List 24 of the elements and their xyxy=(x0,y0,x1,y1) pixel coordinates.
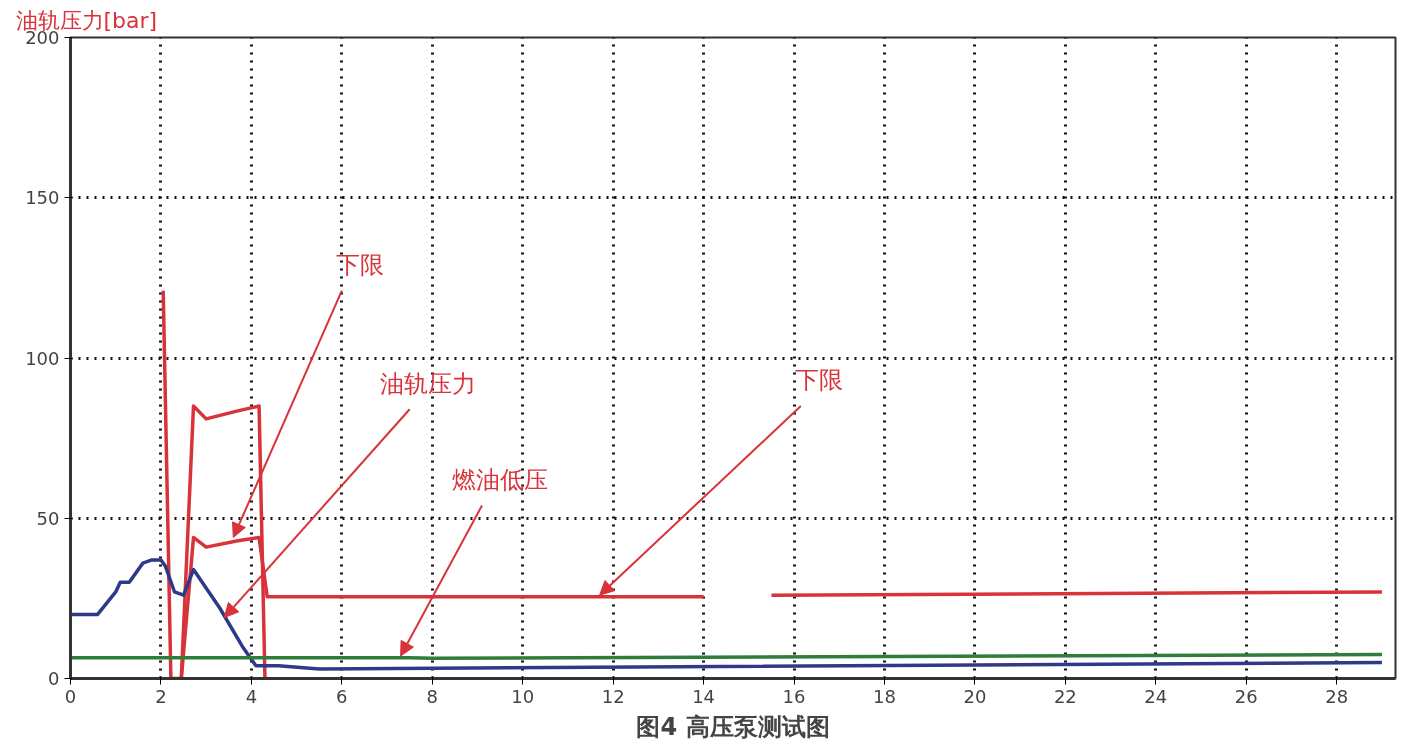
y-tick-label: 150 xyxy=(25,187,60,209)
y-tick-label: 100 xyxy=(25,347,60,369)
x-tick-label: 24 xyxy=(1144,685,1168,707)
x-tick-label: 14 xyxy=(692,685,716,707)
x-tick-label: 12 xyxy=(601,685,625,707)
x-tick-label: 2 xyxy=(155,685,167,707)
x-tick-label: 10 xyxy=(511,685,535,707)
annotation: 下限 xyxy=(335,251,384,280)
x-tick-label: 26 xyxy=(1234,685,1258,707)
text: 图4 高压泵测试图 xyxy=(636,712,830,741)
annotation: 下限 xyxy=(794,366,843,395)
x-tick-label: 4 xyxy=(245,685,258,707)
x-tick-label: 22 xyxy=(1053,685,1077,707)
y-tick-label: 50 xyxy=(36,507,60,529)
x-tick-label: 18 xyxy=(873,685,896,707)
annotation: 燃油低压 xyxy=(452,465,549,494)
annotation: 油轨压力 xyxy=(379,369,476,398)
y-tick-label: 0 xyxy=(48,668,60,689)
x-tick-label: 0 xyxy=(64,685,77,707)
x-tick-label: 28 xyxy=(1325,685,1349,707)
x-tick-label: 20 xyxy=(963,685,987,707)
x-tick-label: 16 xyxy=(782,685,806,707)
x-tick-label: 6 xyxy=(336,685,348,707)
x-tick-label: 8 xyxy=(426,685,438,707)
